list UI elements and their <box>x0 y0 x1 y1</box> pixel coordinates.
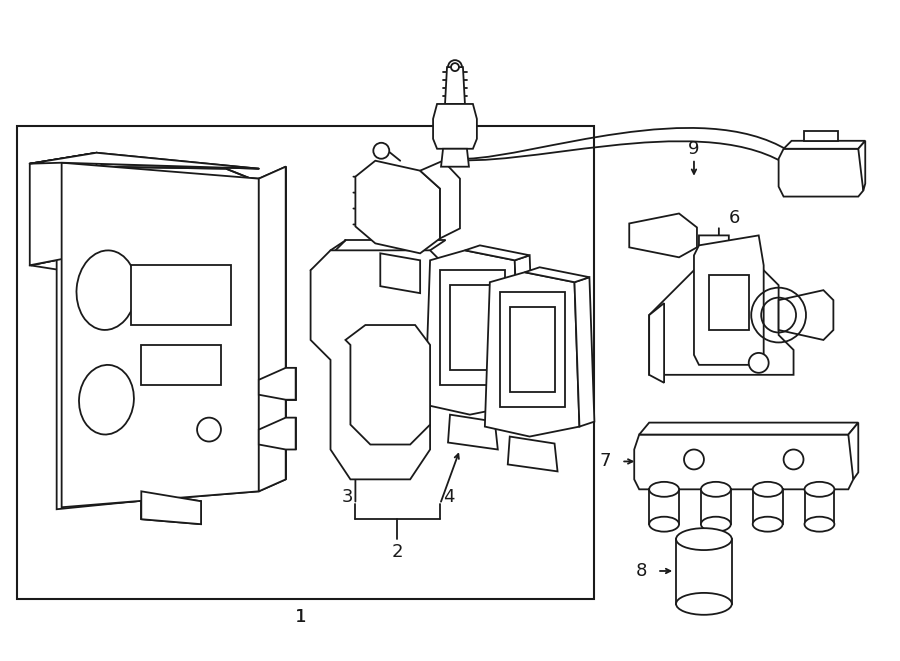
Circle shape <box>684 449 704 469</box>
Polygon shape <box>346 325 430 444</box>
Ellipse shape <box>805 517 834 531</box>
Text: 7: 7 <box>599 452 611 471</box>
Ellipse shape <box>649 482 679 497</box>
Polygon shape <box>32 166 256 180</box>
Polygon shape <box>256 169 285 489</box>
Polygon shape <box>778 290 833 340</box>
Polygon shape <box>141 491 201 524</box>
Polygon shape <box>381 253 420 293</box>
Polygon shape <box>310 251 450 479</box>
Polygon shape <box>420 161 460 239</box>
Bar <box>17 126 594 599</box>
Bar <box>440 270 505 385</box>
Polygon shape <box>629 214 697 257</box>
Polygon shape <box>805 489 834 524</box>
Polygon shape <box>32 156 102 265</box>
Polygon shape <box>515 255 535 405</box>
Text: 1: 1 <box>295 608 306 626</box>
Polygon shape <box>433 104 477 149</box>
Polygon shape <box>784 141 865 149</box>
Circle shape <box>197 418 221 442</box>
Polygon shape <box>259 368 296 400</box>
Polygon shape <box>441 149 469 167</box>
Polygon shape <box>676 539 732 604</box>
Polygon shape <box>694 235 764 365</box>
Ellipse shape <box>701 517 731 531</box>
Text: 2: 2 <box>392 543 403 561</box>
Circle shape <box>448 60 462 74</box>
Bar <box>509 307 554 392</box>
Ellipse shape <box>649 517 679 531</box>
Polygon shape <box>425 251 519 414</box>
Text: 1: 1 <box>295 608 306 626</box>
Polygon shape <box>649 235 794 375</box>
Text: 3: 3 <box>342 488 354 506</box>
Text: 9: 9 <box>688 139 699 158</box>
Ellipse shape <box>676 593 732 615</box>
Bar <box>141 345 221 385</box>
Circle shape <box>374 143 390 159</box>
Polygon shape <box>639 422 859 434</box>
Polygon shape <box>30 153 259 169</box>
Polygon shape <box>448 414 498 449</box>
Polygon shape <box>356 161 440 253</box>
Ellipse shape <box>79 365 134 434</box>
Text: 6: 6 <box>729 210 740 227</box>
Polygon shape <box>701 489 731 524</box>
Polygon shape <box>465 245 530 260</box>
Polygon shape <box>649 303 664 383</box>
Polygon shape <box>30 153 96 265</box>
Polygon shape <box>752 489 783 524</box>
Ellipse shape <box>76 251 137 330</box>
Polygon shape <box>57 166 256 509</box>
Ellipse shape <box>805 482 834 497</box>
Polygon shape <box>259 167 285 491</box>
Polygon shape <box>525 267 590 282</box>
Bar <box>500 292 564 407</box>
Bar <box>709 275 749 330</box>
Polygon shape <box>649 489 679 524</box>
Ellipse shape <box>676 528 732 550</box>
Ellipse shape <box>701 482 731 497</box>
Bar <box>450 285 495 370</box>
Polygon shape <box>445 67 465 104</box>
Polygon shape <box>61 163 259 507</box>
Text: 8: 8 <box>635 562 647 580</box>
Text: 4: 4 <box>443 488 454 506</box>
Polygon shape <box>508 436 557 471</box>
Polygon shape <box>859 141 865 190</box>
Circle shape <box>784 449 804 469</box>
Ellipse shape <box>752 517 783 531</box>
Polygon shape <box>634 434 853 489</box>
Polygon shape <box>778 149 863 196</box>
Polygon shape <box>259 418 296 449</box>
Circle shape <box>749 353 769 373</box>
Circle shape <box>451 63 459 71</box>
Polygon shape <box>804 131 839 141</box>
Bar <box>131 265 231 325</box>
Polygon shape <box>574 277 594 426</box>
Polygon shape <box>849 422 859 479</box>
Ellipse shape <box>752 482 783 497</box>
Polygon shape <box>485 272 580 436</box>
Text: 5: 5 <box>450 188 462 206</box>
